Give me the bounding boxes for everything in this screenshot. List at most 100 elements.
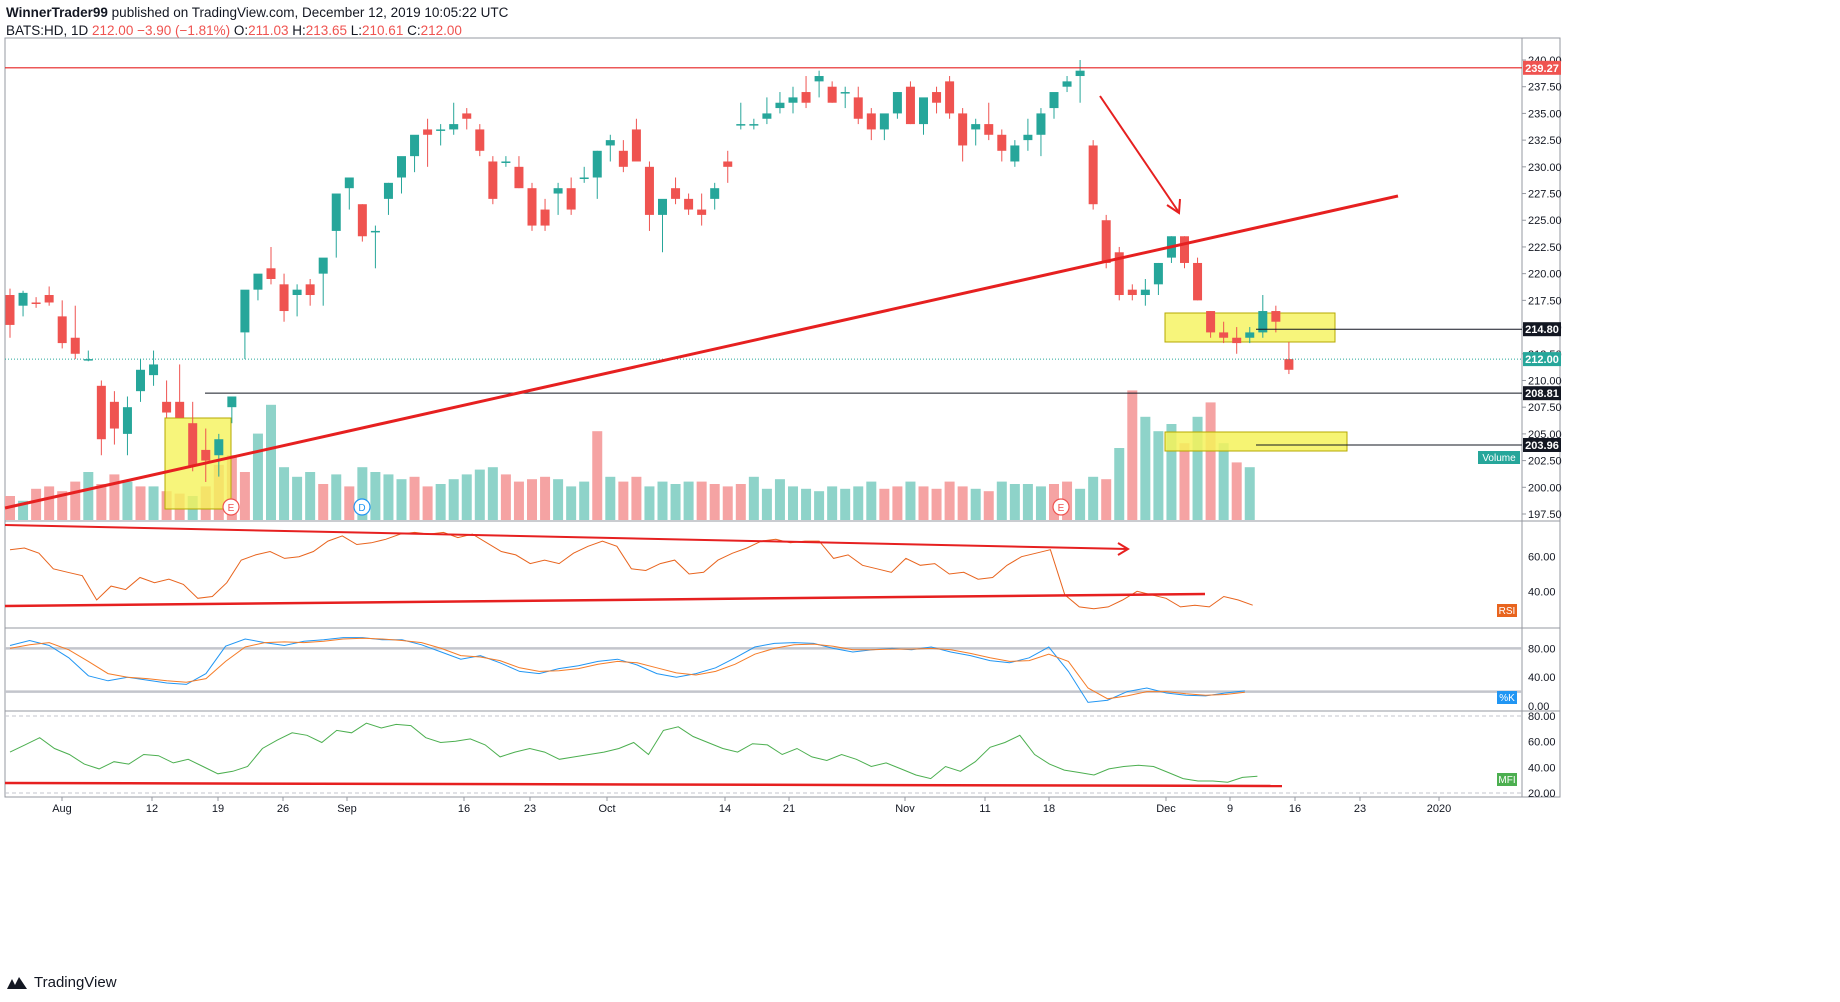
rsi-label: RSI [1499,606,1516,617]
candle-body [397,156,406,178]
volume-bar [801,488,812,520]
candle-body [853,97,863,119]
candle-body [1036,113,1046,135]
candle-body [1049,92,1059,109]
volume-bar [1140,416,1151,520]
candle-body [410,134,420,157]
axes-layer: 240.00237.50235.00232.50230.00227.50225.… [52,55,1561,815]
candle-body [136,369,145,392]
publish-text: published on TradingView.com, December 1… [107,5,509,20]
volume-bar [540,476,551,520]
volume-bar [579,481,590,520]
time-tick-label: 23 [524,803,536,815]
volume-bar [18,500,29,520]
volume-bar [840,488,851,520]
candle-body [658,198,667,215]
time-tick-label: 2020 [1427,803,1451,815]
volume-bar [788,486,798,520]
candle-body [592,150,602,178]
candle-body [501,161,511,163]
volume-bar [631,476,642,520]
candle-body [449,124,459,130]
candle-body [553,188,563,194]
mfi-label: MFI [1498,775,1515,786]
author-name[interactable]: WinnerTrader99 [6,5,108,20]
volume-bar [383,474,394,520]
candle-body [44,295,54,303]
close-label: C: [407,23,421,38]
symbol-label[interactable]: BATS:HD, 1D [6,23,93,38]
candle-body [762,113,772,119]
volume-bar [618,481,629,520]
volume-bar [435,484,446,520]
candle-body [527,188,537,226]
brand-name: TradingView [34,974,117,991]
volume-bar [722,486,733,520]
price-tick-label: 200.00 [1528,482,1562,494]
price-tag-label: 214.80 [1525,324,1559,336]
candle-body [1232,337,1242,344]
candle-body [879,113,889,130]
candle-body [1127,289,1137,296]
price-tag [1523,386,1561,401]
highlight-box [1164,431,1348,452]
candle-body [488,161,498,199]
volume-bar [422,486,433,520]
candle-body [775,102,785,109]
volume-bar [866,481,877,520]
volume-bar [827,486,838,520]
candle-body [279,284,289,312]
trend-line [4,194,1399,510]
candle-body [201,449,211,461]
volume-bar [1035,486,1046,520]
rsi-line [9,531,1253,610]
volume-bar [1153,431,1164,520]
candle-body [566,188,576,210]
volume-bar [905,481,916,520]
volume-bar [292,476,303,520]
volume-bar [566,486,577,520]
volume-bar [370,472,381,520]
candle-body [357,204,367,237]
candle-body [919,97,928,125]
event-marker-label: E [1058,503,1065,514]
time-tick-label: 19 [212,803,224,815]
candle-body [892,92,902,114]
volume-bar [305,472,316,520]
price-tick-label: 217.50 [1528,295,1562,307]
volume-label-box [1478,451,1520,464]
chart-frame [4,37,1561,798]
indicator-tick-label: 40.00 [1528,672,1556,684]
candle-body [188,423,198,466]
volume-bar [761,488,772,520]
tradingview-footer[interactable]: TradingView [6,974,117,991]
volume-bar [279,467,290,520]
volume-bar [122,481,133,520]
time-tick-label: 11 [979,803,990,815]
price-tick-label: 207.50 [1528,402,1562,414]
high-value: 213.65 [305,23,351,38]
time-tick-label: 16 [458,803,470,815]
volume-bar [252,433,263,520]
volume-bar [696,481,707,520]
candle-body [997,134,1007,151]
time-tick-label: 21 [783,803,795,815]
volume-bar [331,474,342,520]
volume-bar [1205,402,1216,520]
candle-body [1193,262,1203,301]
time-tick-label: Nov [895,803,915,815]
indicator-tick-label: 80.00 [1528,643,1556,655]
volume-bar [148,486,159,520]
indicator-panes [4,524,1522,794]
price-tick-label: 222.50 [1528,242,1562,254]
candle-body [31,302,41,304]
volume-bar [135,486,146,520]
candle-body [475,129,485,151]
volume-bar [344,486,355,520]
price-tag [1523,352,1561,367]
volume-bar [1022,484,1033,520]
candle-body [175,401,185,418]
candle-body [540,209,550,226]
